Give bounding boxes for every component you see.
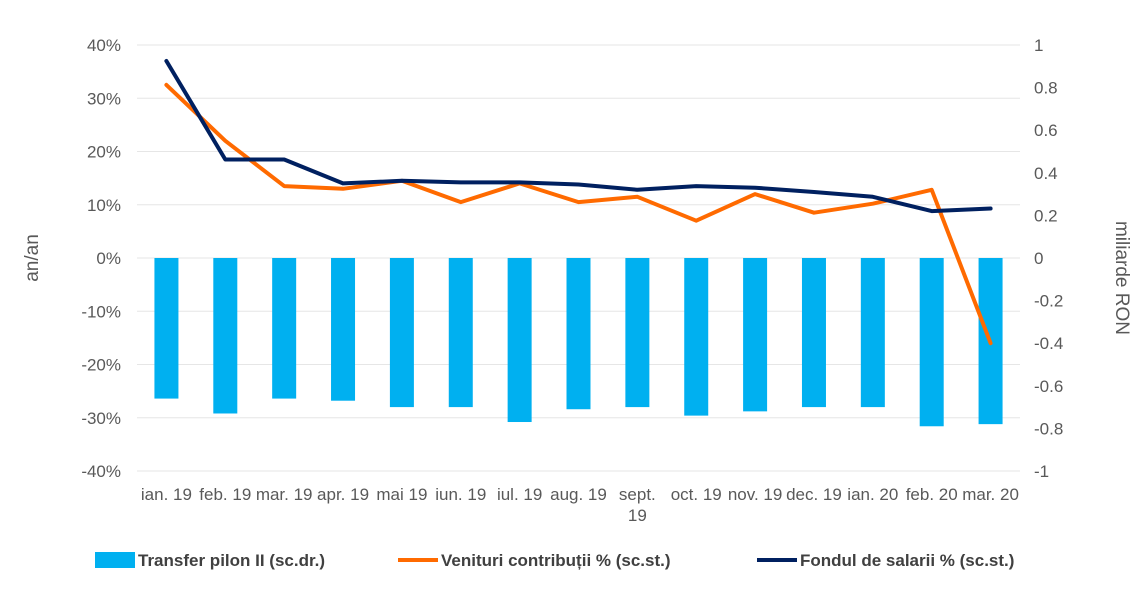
left-tick-label: 20% <box>87 143 121 162</box>
x-tick-label: apr. 19 <box>317 485 369 504</box>
x-tick-label: sept. 19 <box>619 485 656 525</box>
legend-label: Fondul de salarii % (sc.st.) <box>800 551 1014 570</box>
right-tick-label: 0.6 <box>1034 121 1058 140</box>
x-tick-label: nov. 19 <box>728 485 783 504</box>
x-tick-label: feb. 19 <box>199 485 251 504</box>
x-tick-label: dec. 19 <box>786 485 842 504</box>
bar <box>566 258 591 410</box>
bar <box>625 258 650 408</box>
bar-series <box>154 258 1003 427</box>
x-tick-label: ian. 19 <box>141 485 192 504</box>
left-axis-title: an/an <box>22 234 43 282</box>
left-tick-label: -20% <box>81 356 121 375</box>
bar <box>448 258 473 408</box>
bar <box>213 258 238 414</box>
left-tick-label: 40% <box>87 36 121 55</box>
right-tick-label: 0.2 <box>1034 206 1058 225</box>
right-axis: 1 0.8 0.6 0.4 0.2 0 -0.2 -0.4 -0.6 -0.8 -1 <box>1034 36 1063 481</box>
left-axis: 40% 30% 20% 10% 0% -10% -20% -30% -40% <box>81 36 121 481</box>
bar <box>684 258 709 416</box>
left-tick-label: -40% <box>81 462 121 481</box>
x-tick-label: aug. 19 <box>550 485 607 504</box>
left-tick-label: 30% <box>87 89 121 108</box>
right-tick-label: -0.4 <box>1034 334 1063 353</box>
right-tick-label: 0.4 <box>1034 164 1058 183</box>
series-line <box>164 59 993 214</box>
x-axis: ian. 19 feb. 19 mar. 19 apr. 19 mai 19 iun. 1… <box>141 485 1019 525</box>
right-tick-label: 1 <box>1034 36 1043 55</box>
x-tick-label: iul. 19 <box>497 485 542 504</box>
bar <box>331 258 356 401</box>
x-tick-label: oct. 19 <box>671 485 722 504</box>
right-tick-label: 0 <box>1034 249 1043 268</box>
legend-label: Venituri contribuții % (sc.st.) <box>441 551 671 570</box>
left-tick-label: -30% <box>81 409 121 428</box>
right-tick-label: -0.6 <box>1034 377 1063 396</box>
right-tick-label: -0.2 <box>1034 292 1063 311</box>
bar <box>801 258 826 408</box>
bar <box>507 258 532 423</box>
x-tick-label: mai 19 <box>376 485 427 504</box>
x-tick-label: ian. 20 <box>847 485 898 504</box>
left-tick-label: -10% <box>81 302 121 321</box>
bar <box>389 258 414 408</box>
x-tick-label: feb. 20 <box>906 485 958 504</box>
right-axis-title: miliarde RON <box>1111 221 1132 335</box>
bar <box>919 258 944 427</box>
series-line <box>164 82 993 346</box>
bar <box>860 258 885 408</box>
bar <box>154 258 179 399</box>
x-tick-label: iun. 19 <box>435 485 486 504</box>
left-tick-label: 10% <box>87 196 121 215</box>
bar <box>743 258 768 412</box>
right-tick-label: 0.8 <box>1034 79 1058 98</box>
legend-swatch <box>95 552 135 568</box>
x-tick-label: mar. 20 <box>962 485 1019 504</box>
left-tick-label: 0% <box>96 249 121 268</box>
bar <box>272 258 297 399</box>
x-tick-label: mar. 19 <box>256 485 313 504</box>
line-series <box>164 59 993 346</box>
right-tick-label: -0.8 <box>1034 419 1063 438</box>
right-tick-label: -1 <box>1034 462 1049 481</box>
legend: Transfer pilon II (sc.dr.) Venituri contr… <box>95 551 1014 570</box>
legend-label: Transfer pilon II (sc.dr.) <box>138 551 325 570</box>
